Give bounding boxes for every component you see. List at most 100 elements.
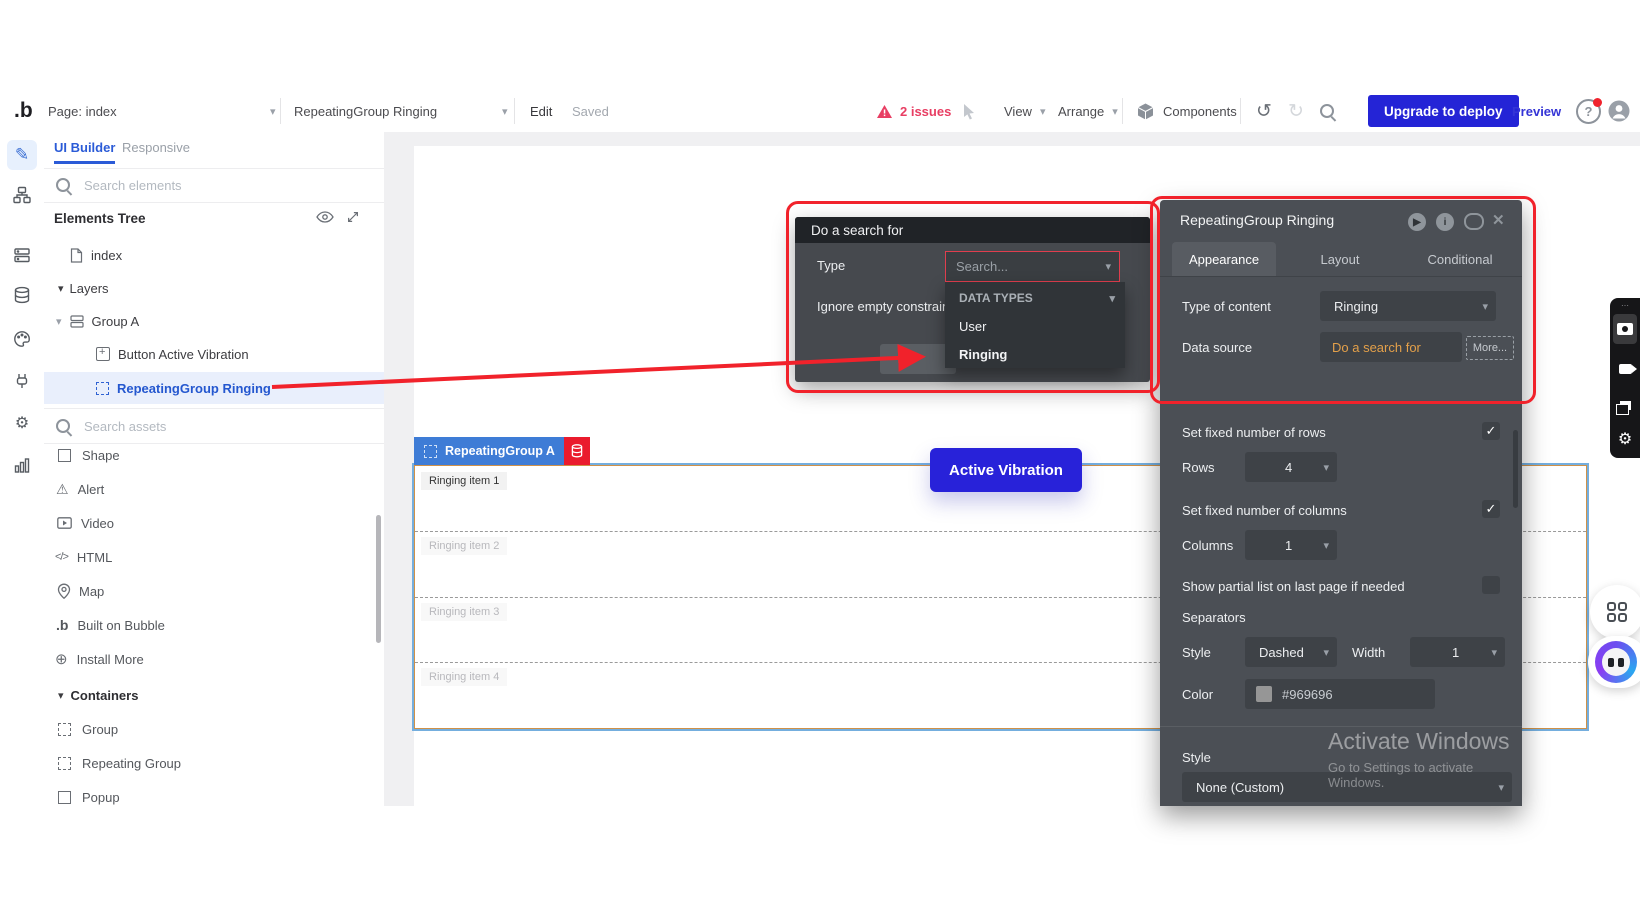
logs-chart-icon[interactable] xyxy=(7,450,37,480)
tree-item-group-a[interactable]: ▾ Group A xyxy=(56,313,140,329)
cursor-tool-icon[interactable] xyxy=(962,90,977,132)
style-dropdown[interactable]: None (Custom) ▾ xyxy=(1182,772,1512,802)
type-of-content-dropdown[interactable]: Ringing ▾ xyxy=(1320,291,1496,321)
rows-dropdown[interactable]: 4 ▾ xyxy=(1245,452,1337,482)
tab-responsive[interactable]: Responsive xyxy=(122,140,190,155)
tab-layout[interactable]: Layout xyxy=(1320,251,1360,267)
tab-ui-builder[interactable]: UI Builder xyxy=(54,140,116,164)
ignore-empty-label: Ignore empty constrain xyxy=(817,299,950,314)
columns-dropdown[interactable]: 1 ▾ xyxy=(1245,530,1337,560)
asset-html[interactable]: </> HTML xyxy=(55,549,113,565)
camera-icon[interactable] xyxy=(1613,314,1637,344)
dropdown-option-ringing[interactable]: Ringing xyxy=(959,346,1008,362)
asset-video[interactable]: Video xyxy=(44,510,384,536)
close-icon[interactable]: ✕ xyxy=(1492,212,1505,229)
activate-windows-watermark-sub: Go to Settings to activate Windows. xyxy=(1328,760,1474,790)
windows-copy-icon[interactable] xyxy=(1613,390,1637,420)
tree-item-repeatinggroup-ringing[interactable]: RepeatingGroup Ringing xyxy=(44,372,384,404)
selected-element-label[interactable]: RepeatingGroup A xyxy=(414,437,565,465)
video-record-icon[interactable] xyxy=(1613,354,1637,384)
bubble-icon: .b xyxy=(56,617,69,633)
type-search-input[interactable]: Search... ▾ xyxy=(945,251,1120,282)
plugins-plug-icon[interactable] xyxy=(7,366,37,396)
chevron-down-icon: ▾ xyxy=(1482,300,1488,313)
components-button[interactable]: Components xyxy=(1136,90,1237,132)
pages-layers-icon[interactable] xyxy=(7,240,37,270)
map-pin-icon xyxy=(57,583,71,599)
container-group[interactable]: Group xyxy=(44,716,384,742)
asset-built-on-bubble[interactable]: .b Built on Bubble xyxy=(56,617,165,633)
element-selector[interactable]: RepeatingGroup Ringing ▾ xyxy=(294,90,510,132)
design-tab-pencil-icon[interactable]: ✎ xyxy=(7,140,37,170)
sidebar-scrollbar[interactable] xyxy=(376,515,381,643)
containers-section-header[interactable]: ▾ Containers xyxy=(58,687,139,703)
tab-appearance[interactable]: Appearance xyxy=(1172,242,1276,276)
active-vibration-button[interactable]: Active Vibration xyxy=(930,448,1082,492)
data-source-warning-badge[interactable] xyxy=(564,437,590,465)
components-label: Components xyxy=(1163,103,1237,119)
search-assets-input[interactable]: Search assets xyxy=(44,408,384,444)
separator-color-field[interactable]: #969696 xyxy=(1245,679,1435,709)
search-elements-placeholder: Search elements xyxy=(84,177,182,193)
info-icon[interactable]: i xyxy=(1436,213,1454,231)
assistant-pill[interactable] xyxy=(1588,636,1640,688)
asset-shape[interactable]: Shape xyxy=(44,442,384,468)
search-icon xyxy=(56,419,70,433)
tree-item-index[interactable]: index xyxy=(44,242,384,268)
asset-install-more[interactable]: ⊕ Install More xyxy=(55,651,144,668)
saved-status: Saved xyxy=(572,103,609,119)
panel-scrollbar[interactable] xyxy=(1513,430,1518,508)
ringing-item-cell[interactable]: Ringing item 1 xyxy=(421,472,508,490)
fixed-columns-checkbox[interactable]: ✓ xyxy=(1482,500,1500,518)
expand-tree-icon[interactable] xyxy=(346,210,360,227)
redo-button[interactable]: ↻ xyxy=(1288,100,1304,122)
asset-alert[interactable]: ⚠ Alert xyxy=(56,480,105,497)
extension-grid-button[interactable] xyxy=(1590,585,1640,639)
separator-style-dropdown[interactable]: Dashed ▾ xyxy=(1245,637,1337,667)
issues-indicator[interactable]: 2 issues xyxy=(876,90,951,132)
container-repeating-group[interactable]: Repeating Group xyxy=(44,750,384,776)
account-avatar[interactable] xyxy=(1608,90,1630,132)
question-icon: ? xyxy=(1576,97,1602,124)
visibility-eye-icon[interactable] xyxy=(316,210,334,226)
preview-link[interactable]: Preview xyxy=(1512,103,1562,119)
search-elements-input[interactable]: Search elements xyxy=(44,168,384,203)
partial-list-checkbox[interactable] xyxy=(1482,576,1500,594)
ringing-item-cell[interactable]: Ringing item 3 xyxy=(421,603,508,621)
styles-palette-icon[interactable] xyxy=(7,324,37,354)
arrange-menu[interactable]: Arrange ▾ xyxy=(1058,103,1118,119)
data-database-icon[interactable] xyxy=(7,280,37,310)
separator-width-dropdown[interactable]: 1 ▾ xyxy=(1410,637,1505,667)
view-menu[interactable]: View ▾ xyxy=(1004,103,1046,119)
settings-gear-icon[interactable]: ⚙ xyxy=(14,415,30,432)
edit-menu[interactable]: Edit xyxy=(530,103,553,119)
search-assets-placeholder: Search assets xyxy=(84,418,167,434)
property-editor-panel: RepeatingGroup Ringing ▶ i ✕ Appearance … xyxy=(1160,200,1522,806)
toolbar-dots[interactable]: ⋯ xyxy=(1621,301,1629,310)
settings-gear-icon[interactable]: ⚙ xyxy=(1617,431,1633,448)
tab-conditional[interactable]: Conditional xyxy=(1427,251,1493,267)
play-icon[interactable]: ▶ xyxy=(1408,213,1426,231)
tree-item-button-active-vibration[interactable]: Button Active Vibration xyxy=(44,341,384,367)
container-popup[interactable]: Popup xyxy=(44,784,384,806)
undo-button[interactable]: ↺ xyxy=(1256,100,1272,122)
ringing-item-cell[interactable]: Ringing item 4 xyxy=(421,668,508,686)
ringing-item-cell[interactable]: Ringing item 2 xyxy=(421,537,508,555)
separator-color-label: Color xyxy=(1182,687,1214,702)
bubble-logo[interactable]: .b xyxy=(14,99,33,122)
asset-map[interactable]: Map xyxy=(44,578,384,604)
search-button[interactable] xyxy=(1320,90,1334,132)
page-selector[interactable]: Page: index ▾ xyxy=(48,90,278,132)
workflow-tab-sitemap-icon[interactable] xyxy=(7,180,37,210)
data-source-more-button[interactable]: More... xyxy=(1466,336,1514,360)
upgrade-to-deploy-button[interactable]: Upgrade to deploy xyxy=(1368,95,1519,127)
comment-icon[interactable] xyxy=(1464,213,1484,230)
chevron-down-icon: ▾ xyxy=(1498,781,1504,794)
dropdown-option-user[interactable]: User xyxy=(959,318,987,334)
fixed-rows-checkbox[interactable]: ✓ xyxy=(1482,422,1500,440)
data-source-field[interactable]: Do a search for xyxy=(1320,332,1462,362)
help-button[interactable]: ? xyxy=(1576,90,1602,132)
tree-item-layers[interactable]: ▾ Layers xyxy=(58,280,109,296)
popup-header[interactable]: Do a search for xyxy=(795,217,1150,243)
